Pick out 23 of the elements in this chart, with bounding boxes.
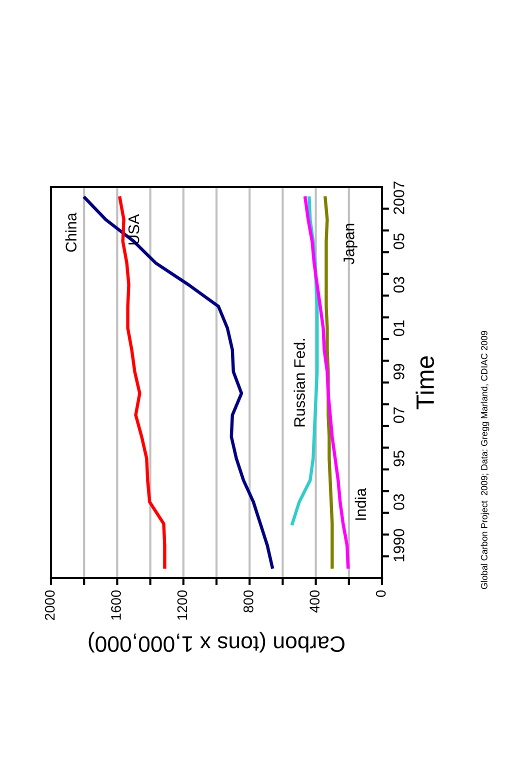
y-tick-label: 05	[394, 233, 404, 250]
x-tick-label: 0	[376, 590, 386, 597]
y-tick-label: 1990	[394, 529, 404, 562]
text: China	[65, 212, 77, 252]
text: Global Carbon Project 2009; Data: Gregg Marland, CDIAC 2009	[480, 330, 490, 590]
x-axis-title: Carbon (tons x 1,000,000)	[88, 632, 344, 653]
text: Japan	[344, 224, 358, 264]
y-tick-label: 03	[394, 494, 404, 510]
y-tick-label: 2007	[394, 182, 404, 214]
x-tick-label: 2000	[44, 590, 55, 620]
y-tick-label: 01	[394, 320, 404, 336]
text: India	[354, 488, 366, 520]
text: Russian Fed.	[294, 338, 305, 426]
y-tick-label: 95	[394, 450, 404, 466]
x-tick-label: 1600	[111, 590, 121, 620]
x-tick-label: 800	[243, 590, 254, 612]
y-tick-label: 07	[394, 407, 404, 423]
y-axis-title: Time	[416, 356, 434, 410]
y-tick-label: 03	[394, 276, 404, 293]
text: USA	[128, 214, 140, 244]
x-tick-label: 1200	[177, 590, 188, 620]
y-tick-label: 99	[394, 364, 404, 380]
x-tick-label: 400	[310, 590, 320, 613]
